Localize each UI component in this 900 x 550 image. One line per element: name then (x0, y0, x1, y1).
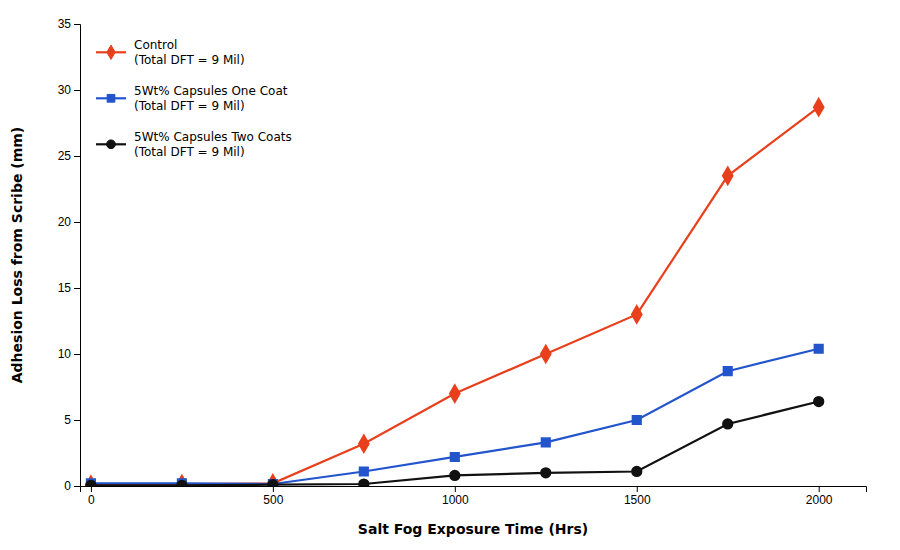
legend-item: 5Wt% Capsules Two Coats(Total DFT = 9 Mi… (96, 130, 292, 159)
tick-label: 500 (263, 493, 283, 507)
y-axis-tick: 25 (58, 149, 80, 163)
marker (359, 435, 369, 453)
x-axis: 0 500 1000 1500 2000 (81, 486, 867, 507)
tick-mark (74, 354, 80, 355)
x-axis-title: Salt Fog Exposure Time (Hrs) (358, 521, 588, 537)
y-axis-title: Adhesion Loss from Scribe (mm) (9, 127, 25, 384)
tick-label: 15 (58, 281, 72, 295)
legend-label: 5Wt% Capsules One Coat(Total DFT = 9 Mil… (134, 84, 288, 113)
tick-label: 0 (64, 479, 71, 493)
marker (86, 476, 96, 486)
tick-label: 2000 (806, 493, 833, 507)
tick-label: 30 (58, 83, 72, 97)
legend-marker (107, 140, 116, 149)
tick-mark (74, 288, 80, 289)
marker (632, 306, 642, 324)
x-axis-tick: 500 (263, 486, 283, 507)
legend-item: 5Wt% Capsules One Coat(Total DFT = 9 Mil… (96, 84, 288, 113)
y-axis-tick: 15 (58, 281, 80, 295)
y-axis: 0 5 10 15 20 25 30 35 (58, 17, 81, 493)
tick-mark (637, 486, 638, 492)
marker (541, 345, 551, 363)
tick-label: 0 (88, 493, 95, 507)
tick-label: 1000 (442, 493, 469, 507)
x-axis-line (81, 487, 867, 493)
marker (541, 468, 551, 478)
tick-mark (455, 486, 456, 492)
x-axis-tick: 1000 (442, 486, 469, 507)
marker (268, 480, 278, 486)
tick-mark (91, 486, 92, 492)
series-group (86, 98, 824, 486)
x-axis-tick: 2000 (806, 486, 833, 507)
x-axis-tick: 0 (88, 486, 95, 507)
x-axis-tick: 1500 (624, 486, 651, 507)
y-axis-tick: 35 (58, 17, 80, 31)
series-line (91, 349, 819, 484)
marker (541, 438, 550, 447)
series (86, 98, 824, 486)
tick-mark (273, 486, 274, 492)
tick-label: 10 (58, 347, 72, 361)
tick-mark (74, 486, 80, 487)
tick-label: 35 (58, 17, 72, 31)
plot: 0 500 1000 1500 2000 0 5 10 15 20 25 30 35 Control(To… (58, 17, 867, 506)
marker (268, 475, 278, 486)
series-line (91, 107, 819, 485)
marker (723, 367, 732, 376)
tick-mark (74, 222, 80, 223)
legend-marker (107, 94, 115, 102)
series-line (91, 402, 819, 486)
marker (632, 467, 642, 477)
legend-marker (107, 45, 115, 59)
tick-mark (74, 90, 80, 91)
y-axis-tick: 30 (58, 83, 80, 97)
y-axis-tick: 10 (58, 347, 80, 361)
y-axis-tick: 5 (64, 413, 80, 427)
marker (177, 480, 187, 486)
marker (360, 467, 369, 476)
marker (86, 480, 96, 486)
tick-label: 5 (64, 413, 71, 427)
marker (632, 416, 641, 425)
series (86, 397, 824, 486)
tick-mark (74, 156, 80, 157)
legend-label: 5Wt% Capsules Two Coats(Total DFT = 9 Mi… (134, 130, 292, 159)
legend-item: Control(Total DFT = 9 Mil) (96, 38, 245, 67)
marker (177, 475, 187, 486)
tick-label: 25 (58, 149, 72, 163)
marker (814, 397, 824, 407)
marker (359, 479, 369, 486)
marker (723, 167, 733, 185)
tick-label: 1500 (624, 493, 651, 507)
legend: Control(Total DFT = 9 Mil) 5Wt% Capsules … (96, 38, 292, 159)
marker (450, 471, 460, 481)
marker (450, 385, 460, 403)
series (87, 344, 823, 486)
y-axis-tick: 0 (64, 479, 80, 493)
y-axis-line (74, 25, 81, 487)
marker (814, 344, 823, 353)
tick-mark (74, 420, 80, 421)
y-axis-tick: 20 (58, 215, 80, 229)
legend-label: Control(Total DFT = 9 Mil) (134, 38, 245, 67)
marker (450, 453, 459, 462)
marker (814, 98, 824, 116)
chart: 0 500 1000 1500 2000 0 5 10 15 20 25 30 35 Control(To… (0, 0, 900, 550)
tick-mark (74, 24, 80, 25)
tick-mark (819, 486, 820, 492)
marker (723, 419, 733, 429)
tick-label: 20 (58, 215, 72, 229)
